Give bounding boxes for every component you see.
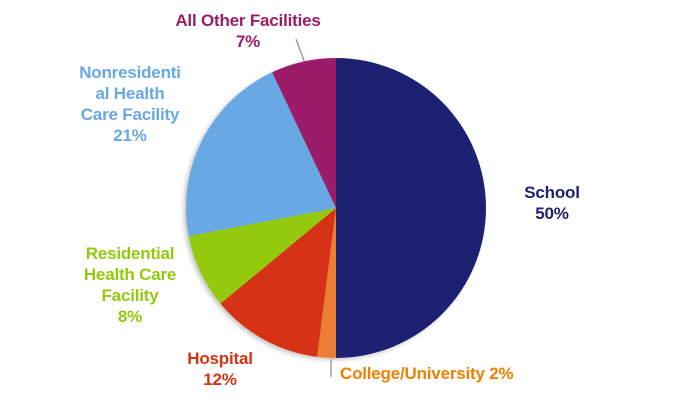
pie-label-hospital: Hospital 12%: [187, 349, 253, 389]
pie-label-school: School 50%: [524, 183, 580, 223]
pie-slices-group: [186, 58, 486, 358]
pie-label-nonresidential-health-care-facility: Nonresidenti al Health Care Facility 21%: [79, 63, 181, 145]
pie-label-college-university: College/University 2%: [340, 364, 514, 383]
pie-label-residential-health-care-facility: Residential Health Care Facility 8%: [83, 244, 177, 326]
pie-slice-school[interactable]: [336, 58, 486, 358]
pie-slice-all-other-facilities[interactable]: [272, 58, 336, 208]
pie-slice-college-university[interactable]: [317, 208, 336, 358]
pie-label-all-other-facilities: All Other Facilities 7%: [175, 11, 321, 51]
pie-slice-hospital[interactable]: [220, 208, 336, 357]
pie-slice-nonresidential-health-care-facility[interactable]: [186, 72, 336, 237]
pie-slice-residential-health-care-facility[interactable]: [188, 208, 336, 304]
